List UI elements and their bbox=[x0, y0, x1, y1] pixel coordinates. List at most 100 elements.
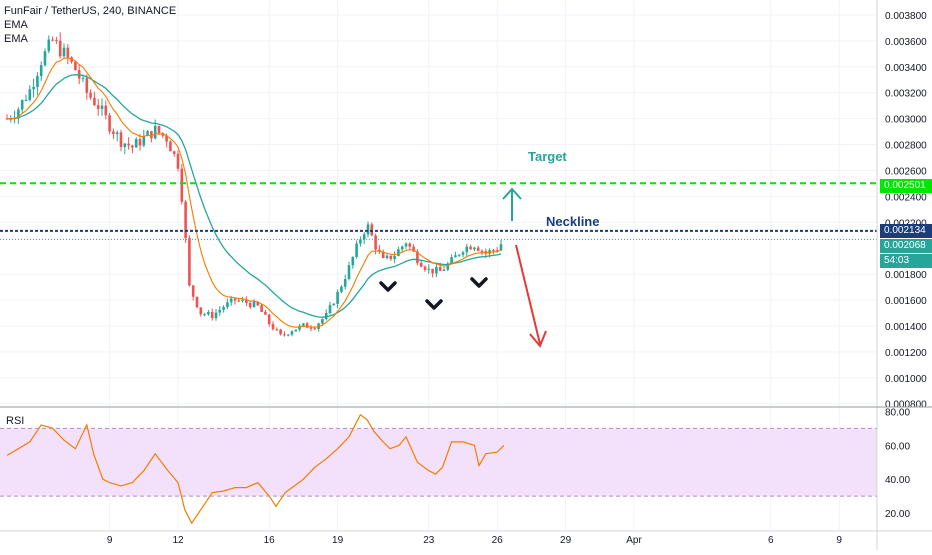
candle-body bbox=[404, 243, 408, 247]
candle-body bbox=[28, 89, 32, 100]
candle-body bbox=[427, 268, 431, 270]
candle-body bbox=[241, 299, 244, 301]
shoulder-mark bbox=[379, 281, 397, 292]
candle-body bbox=[210, 311, 214, 319]
candle-body bbox=[24, 99, 28, 101]
rsi-band bbox=[0, 428, 877, 497]
candle-body bbox=[226, 302, 229, 308]
candle-body bbox=[123, 143, 127, 147]
candle-body bbox=[332, 303, 336, 306]
price-tick-label: 0.000800 bbox=[885, 400, 927, 411]
candle-body bbox=[58, 40, 62, 57]
candle-body bbox=[248, 303, 252, 308]
candle-body bbox=[207, 311, 210, 315]
rsi-line bbox=[6, 413, 505, 525]
candle-body bbox=[305, 323, 309, 328]
candle-body bbox=[271, 324, 275, 330]
candle-body bbox=[199, 307, 203, 315]
candle-body bbox=[176, 153, 180, 169]
candle-body bbox=[408, 243, 412, 247]
candle-body bbox=[381, 251, 385, 259]
price-tick-label: 0.001200 bbox=[885, 348, 927, 359]
candle-body bbox=[412, 246, 415, 252]
candle-body bbox=[492, 250, 495, 252]
candle-body bbox=[279, 329, 282, 335]
candle-body bbox=[93, 97, 96, 106]
candle-body bbox=[454, 255, 457, 258]
annotation-marks bbox=[379, 187, 547, 348]
candle-body bbox=[476, 247, 480, 251]
price-tick-label: 0.002200 bbox=[885, 218, 927, 229]
candle-body bbox=[416, 251, 419, 263]
candle-body bbox=[283, 334, 286, 336]
candle-body bbox=[355, 243, 358, 257]
candle-body bbox=[112, 131, 115, 135]
candle-body bbox=[62, 47, 66, 57]
symbol-title: FunFair / TetherUS, 240, BINANCE bbox=[4, 5, 177, 17]
time-tick-label: 29 bbox=[560, 535, 572, 546]
time-tick-label: 12 bbox=[172, 535, 184, 546]
candle-body bbox=[400, 246, 404, 250]
price-tick-label: 0.001000 bbox=[885, 374, 927, 385]
current-price-tag: 0.002068 bbox=[880, 239, 932, 253]
candle-body bbox=[165, 135, 168, 142]
candle-body bbox=[431, 268, 434, 274]
candle-body bbox=[191, 285, 195, 297]
candle-body bbox=[362, 234, 366, 240]
price-tick-label: 0.003000 bbox=[885, 115, 927, 126]
target-label: Target bbox=[528, 149, 567, 164]
time-tick-label: 9 bbox=[836, 535, 842, 546]
candle-body bbox=[77, 70, 81, 79]
candle-body bbox=[43, 51, 47, 66]
breakdown-arrow-down bbox=[515, 244, 547, 348]
candle-body bbox=[157, 125, 161, 133]
candle-body bbox=[237, 300, 241, 302]
candle-body bbox=[150, 131, 153, 139]
candle-body bbox=[435, 267, 438, 274]
time-tick-label: 19 bbox=[332, 535, 344, 546]
candle-body bbox=[85, 78, 89, 93]
candle-body bbox=[461, 252, 465, 255]
candle-body bbox=[20, 99, 24, 110]
candle-body bbox=[343, 279, 347, 287]
candle-body bbox=[134, 139, 138, 148]
candle-body bbox=[184, 201, 187, 239]
rsi-tick-label: 60.00 bbox=[885, 441, 910, 452]
shoulder-mark bbox=[425, 299, 443, 310]
candle-body bbox=[229, 298, 233, 303]
candle-body bbox=[298, 325, 301, 330]
candle-body bbox=[142, 135, 146, 146]
candle-body bbox=[374, 235, 377, 250]
neckline-label: Neckline bbox=[546, 214, 600, 229]
candle-body bbox=[169, 141, 172, 152]
candle-body bbox=[442, 269, 446, 271]
price-tick-label: 0.001600 bbox=[885, 296, 927, 307]
candle-body bbox=[275, 329, 279, 331]
candle-body bbox=[66, 47, 70, 58]
candle-body bbox=[457, 254, 461, 256]
candle-body bbox=[222, 307, 225, 310]
candle-body bbox=[17, 109, 20, 118]
target-price-tag: 0.002501 bbox=[880, 179, 932, 193]
target-arrow-up bbox=[502, 187, 522, 221]
candle-body bbox=[340, 286, 343, 292]
price-tick-label: 0.001400 bbox=[885, 322, 927, 333]
price-tick-label: 0.002800 bbox=[885, 141, 927, 152]
candle-body bbox=[397, 249, 400, 257]
candle-body bbox=[146, 131, 149, 136]
candle-body bbox=[188, 238, 191, 286]
price-tick-label: 0.003600 bbox=[885, 37, 927, 48]
candle-body bbox=[81, 78, 85, 80]
candle-body bbox=[309, 327, 313, 329]
candle-body bbox=[465, 246, 469, 253]
candle-body bbox=[419, 262, 423, 267]
candle-body bbox=[286, 334, 290, 336]
candle-body bbox=[446, 263, 450, 270]
candle-body bbox=[385, 255, 389, 259]
rsi-tick-label: 80.00 bbox=[885, 407, 910, 418]
candle-body bbox=[321, 319, 324, 324]
candle-body bbox=[290, 331, 294, 335]
time-tick-label: 26 bbox=[492, 535, 504, 546]
